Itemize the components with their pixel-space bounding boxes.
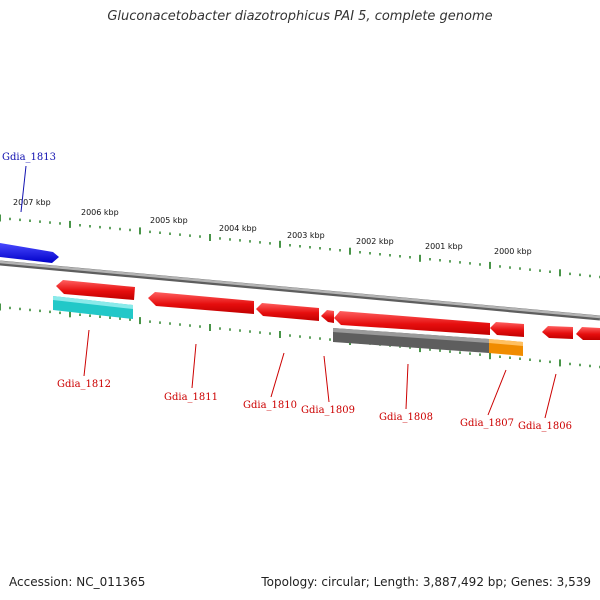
scale-label: 2005 kbp	[150, 216, 188, 225]
gene-label-gdia-1812[interactable]: Gdia_1812	[57, 379, 111, 390]
genome-backbone	[0, 260, 600, 319]
gene-leader-line	[405, 363, 409, 410]
gene-leader-line	[83, 329, 90, 377]
scale-label: 2000 kbp	[494, 247, 532, 256]
gene-label-gdia-1810[interactable]: Gdia_1810	[243, 400, 297, 411]
gene-leader-line	[270, 352, 285, 398]
scale-label: 2002 kbp	[356, 237, 394, 246]
gene-feature-gdia-1810[interactable]	[256, 303, 319, 321]
gene-feature-gdia-1808[interactable]	[334, 311, 490, 335]
gene-leader-line	[20, 165, 27, 213]
gene-feature-gdia-1809[interactable]	[321, 310, 334, 323]
gene-leader-line	[191, 343, 197, 389]
gene-label-gdia-1807[interactable]: Gdia_1807	[460, 418, 514, 429]
gene-leader-line	[323, 355, 330, 403]
gene-feature-gdia-1813[interactable]	[0, 243, 59, 263]
gene-label-gdia-1813[interactable]: Gdia_1813	[2, 152, 56, 163]
scale-label: 2001 kbp	[425, 242, 463, 251]
gene-leader-line	[544, 373, 557, 419]
gene-label-gdia-1806[interactable]: Gdia_1806	[518, 421, 572, 432]
scale-label: 2004 kbp	[219, 224, 257, 233]
lower-scale-ticks	[0, 303, 600, 369]
rna-feature-gdia-1812-highlight	[53, 296, 133, 309]
gene-feature-gdia-1811[interactable]	[148, 292, 254, 314]
accession-text: Accession: NC_011365	[9, 575, 146, 589]
upper-scale-ticks	[0, 214, 600, 279]
gene-feature-gdia-1807[interactable]	[490, 322, 524, 337]
cds-feature-gdia-1807-highlight	[489, 339, 523, 346]
cds-feature-gdia-1808-highlight	[333, 328, 489, 343]
scale-label: 2007 kbp	[13, 198, 51, 207]
scale-label: 2003 kbp	[287, 231, 325, 240]
gene-leader-line	[487, 369, 507, 416]
gene-feature-gdia-1806[interactable]	[542, 326, 573, 339]
gene-label-gdia-1808[interactable]: Gdia_1808	[379, 412, 433, 423]
gene-feature-next[interactable]	[576, 327, 600, 340]
gene-label-gdia-1809[interactable]: Gdia_1809	[301, 405, 355, 416]
gene-feature-gdia-1812[interactable]	[56, 280, 135, 300]
gene-label-gdia-1811[interactable]: Gdia_1811	[164, 392, 218, 403]
scale-label: 2006 kbp	[81, 208, 119, 217]
topology-text: Topology: circular; Length: 3,887,492 bp…	[261, 575, 591, 589]
map-title: Gluconacetobacter diazotrophicus PAI 5, …	[107, 9, 493, 24]
